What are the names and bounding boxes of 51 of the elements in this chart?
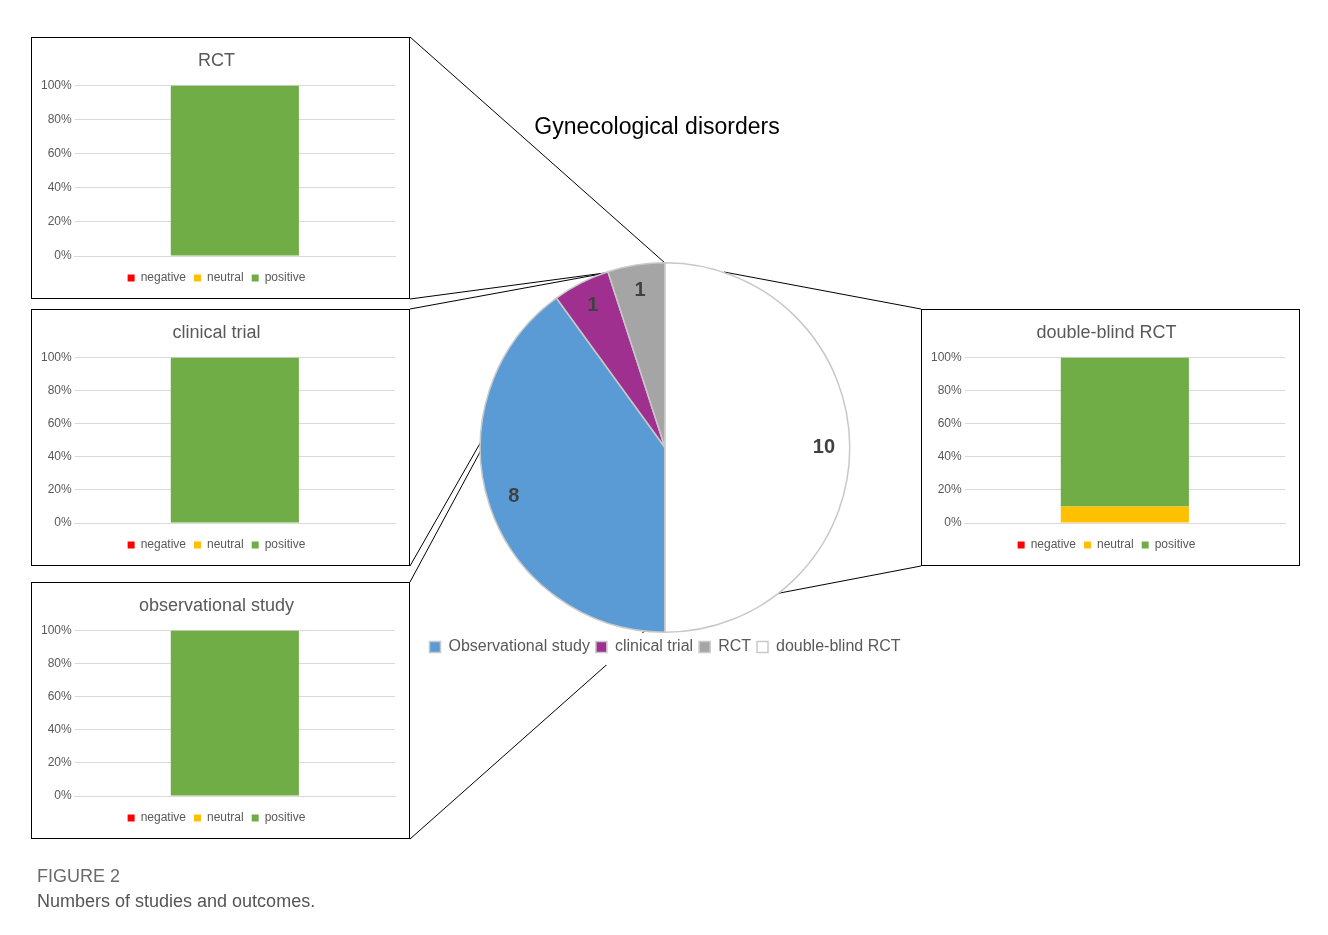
legend-label: clinical trial	[614, 637, 694, 655]
y-tick-label: 0%	[944, 515, 963, 530]
y-tick-label: 80%	[47, 111, 73, 126]
y-tick-label: 20%	[47, 214, 73, 229]
y-tick-label: 60%	[47, 689, 73, 704]
text: Numbers of studies and outcomes.	[37, 891, 316, 912]
legend-label: positive	[264, 537, 306, 552]
chart-title: double-blind RCT	[1036, 321, 1177, 342]
legend-label: positive	[1154, 537, 1196, 552]
data-label: 10	[812, 435, 836, 458]
legend-label: double-blind RCT	[776, 637, 901, 655]
y-tick-label: 80%	[937, 382, 963, 397]
caption: FIGURE 2	[37, 866, 121, 887]
legend-label: negative	[1030, 537, 1077, 552]
y-tick-label: 0%	[54, 788, 73, 803]
legend-label: negative	[140, 270, 187, 285]
legend-label: neutral	[207, 270, 244, 285]
data-label: 8	[508, 484, 520, 507]
y-tick-label: 60%	[937, 416, 963, 431]
chart-title: RCT	[198, 49, 235, 70]
chart-title: Gynecological disorders	[533, 113, 781, 140]
legend-label: neutral	[207, 537, 244, 552]
y-tick-label: 40%	[47, 722, 73, 737]
y-tick-label: 40%	[47, 180, 73, 195]
y-tick-label: 60%	[47, 146, 73, 161]
y-tick-label: 80%	[47, 655, 73, 670]
legend-label: neutral	[1097, 537, 1134, 552]
y-tick-label: 40%	[47, 449, 73, 464]
legend-label: positive	[264, 270, 306, 285]
data-label: 1	[587, 293, 599, 316]
legend-label: negative	[140, 810, 187, 825]
y-tick-label: 0%	[54, 515, 73, 530]
legend-label: RCT	[718, 637, 752, 655]
y-tick-label: 100%	[40, 349, 73, 364]
data-label: 1	[634, 278, 646, 301]
legend-label: Observational study	[448, 637, 590, 655]
y-tick-label: 40%	[937, 449, 963, 464]
legend-label: negative	[140, 537, 187, 552]
chart-title: observational study	[138, 594, 295, 615]
y-tick-label: 60%	[47, 416, 73, 431]
y-tick-label: 100%	[40, 622, 73, 637]
y-tick-label: 100%	[40, 77, 73, 92]
chart-title: clinical trial	[172, 321, 261, 342]
y-tick-label: 20%	[47, 482, 73, 497]
y-tick-label: 20%	[47, 755, 73, 770]
y-tick-label: 20%	[937, 482, 963, 497]
legend-label: neutral	[207, 810, 244, 825]
legend-label: positive	[264, 810, 306, 825]
y-tick-label: 100%	[930, 349, 963, 364]
y-tick-label: 0%	[54, 248, 73, 263]
y-tick-label: 80%	[47, 382, 73, 397]
